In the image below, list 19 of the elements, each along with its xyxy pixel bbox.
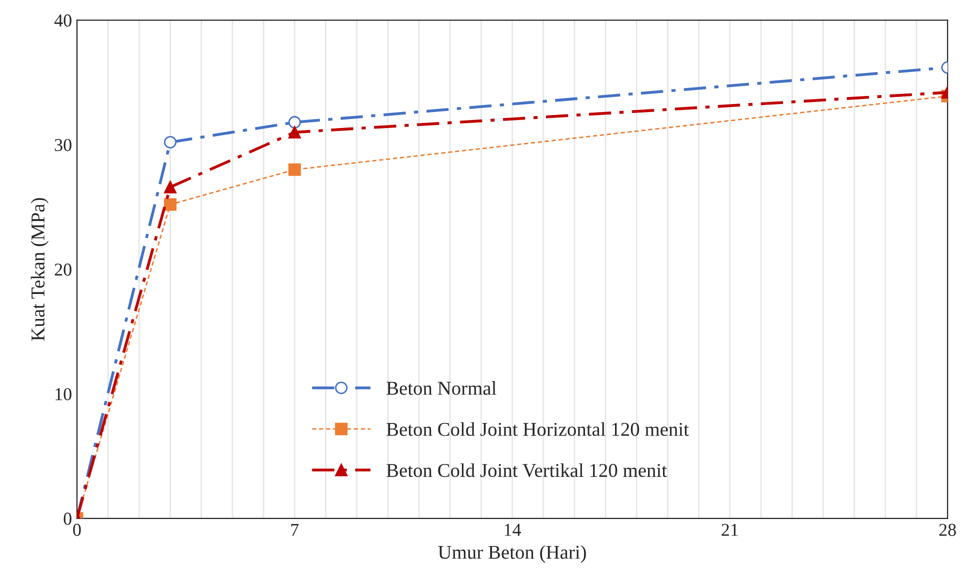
y-tick-label: 0	[64, 512, 72, 525]
x-tick-label: 28	[939, 524, 956, 536]
y-tick-label: 30	[54, 138, 72, 152]
y-tick-label: 20	[54, 264, 72, 276]
y-axis-title: Kuat Tekan (MPa)	[30, 198, 48, 341]
legend-label: Beton Cold Joint Horizontal 120 menit	[386, 422, 689, 436]
legend-label: Beton Cold Joint Vertikal 120 menit	[386, 463, 667, 478]
x-tick-label: 0	[73, 524, 81, 536]
legend-label: Beton Normal	[386, 381, 496, 395]
y-tick-label: 10	[56, 388, 72, 400]
x-axis-title: Umur Beton (Hari)	[438, 545, 586, 563]
point	[164, 136, 176, 148]
x-tick-label: 7	[291, 524, 299, 536]
x-tick-label: 14	[504, 524, 522, 536]
point	[288, 126, 301, 139]
point	[288, 116, 301, 129]
y-tick-label: 40	[54, 14, 72, 27]
point	[164, 180, 176, 194]
x-tick-label: 21	[722, 524, 738, 536]
